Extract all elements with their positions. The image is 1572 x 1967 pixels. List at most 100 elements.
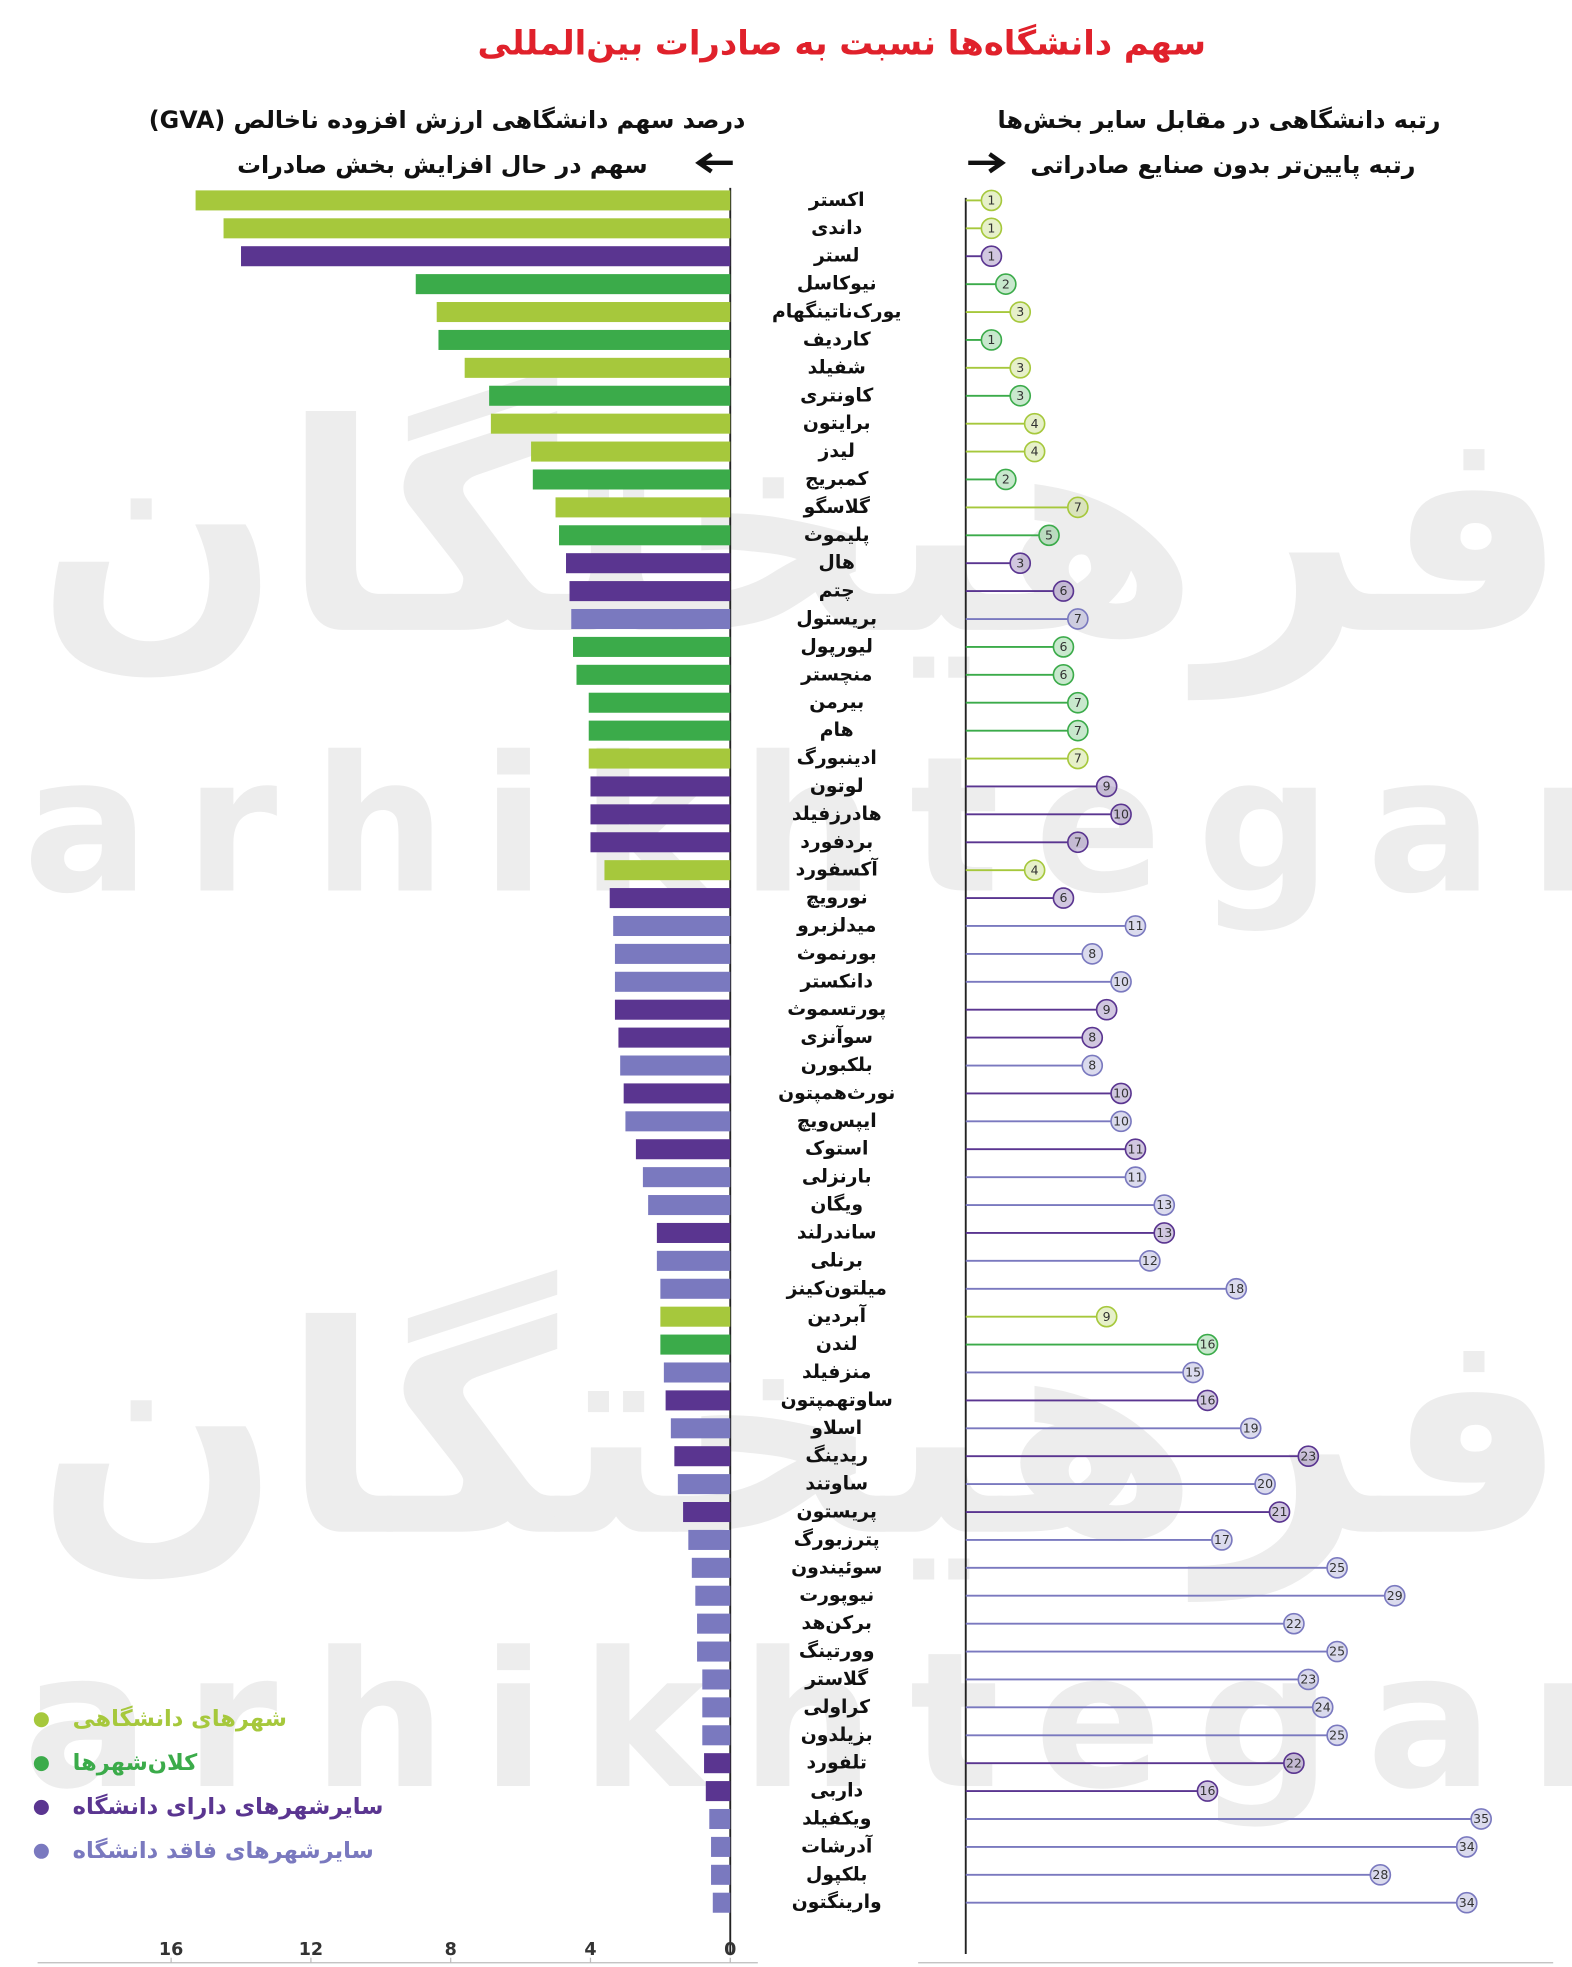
rank-label: 10 (1113, 974, 1129, 989)
bar (688, 1529, 731, 1550)
rank-dot (1383, 1584, 1406, 1607)
rank-dot (1067, 496, 1089, 519)
rank-dot (1038, 524, 1060, 547)
bar (660, 1278, 731, 1299)
rank-label: 10 (1113, 1086, 1129, 1101)
rank-dot (1067, 691, 1089, 714)
bar (223, 218, 731, 239)
rank-label: 18 (1228, 1281, 1244, 1296)
watermark-latin: farhikhtegan (0, 1613, 1572, 1831)
bar (614, 943, 731, 964)
bar (702, 1725, 731, 1746)
bar (691, 1557, 731, 1578)
rank-label: 22 (1286, 1616, 1302, 1631)
rank-label: 7 (1074, 695, 1082, 710)
rank-dot (1283, 1612, 1305, 1635)
watermark-logo: فرهیختگان (36, 363, 1568, 702)
rank-label: 16 (1200, 1337, 1216, 1352)
rank-label: 13 (1156, 1225, 1172, 1240)
rank-axis-title: رتبه دانشگاهی در مقابل سایر بخش‌ها (998, 106, 1441, 134)
rank-label: 9 (1103, 1309, 1111, 1324)
rank-label: 1 (987, 332, 995, 347)
bar (697, 1641, 731, 1662)
category-label: ساندرلند (797, 1222, 877, 1243)
bar (683, 1502, 731, 1523)
rank-label: 21 (1272, 1504, 1288, 1519)
chart-title: سهم دانشگاه‌ها نسبت به صادرات بین‌المللی (478, 24, 1206, 64)
rank-dot (1067, 608, 1089, 630)
category-label: ادینبورگ (797, 747, 877, 769)
bar (569, 581, 731, 602)
category-label: کاردیف (803, 329, 871, 350)
bar (590, 804, 731, 825)
category-label: پترزبورگ (794, 1528, 880, 1550)
category-label: اسلاو (810, 1418, 862, 1439)
bar (415, 274, 731, 295)
rank-label: 17 (1214, 1532, 1230, 1547)
rank-dot (1067, 831, 1089, 854)
rank-dot (1110, 1082, 1132, 1105)
rank-dot (1153, 1222, 1176, 1244)
rank-dot (1124, 915, 1147, 937)
category-label: ویکفیلد (802, 1808, 871, 1829)
category-label: بردفورد (800, 832, 873, 853)
bar (438, 329, 731, 350)
rank-label: 16 (1200, 1393, 1216, 1408)
category-label: هام (820, 720, 854, 741)
rank-dot (980, 189, 1003, 212)
legend-label: شهرهای دانشگاهی (73, 1705, 287, 1732)
rank-dot (1009, 301, 1032, 323)
x-tick-label: 12 (299, 1940, 323, 1960)
bar (588, 748, 731, 769)
rank-dot (1023, 859, 1046, 882)
rank-dot (1095, 1305, 1118, 1328)
bar (489, 385, 731, 406)
rank-label: 23 (1300, 1672, 1316, 1687)
category-label: گلاستر (804, 1667, 868, 1690)
rank-label: 3 (1016, 304, 1024, 319)
rank-label: 13 (1156, 1197, 1172, 1212)
rank-dot (1052, 580, 1075, 602)
bar (590, 776, 731, 797)
rank-label: 10 (1113, 1113, 1129, 1128)
category-label: ریدینگ (805, 1444, 868, 1467)
watermark-logo: فرهیختگان (36, 1265, 1568, 1604)
bar (609, 888, 731, 909)
rank-dot (1297, 1445, 1320, 1468)
bar (697, 1613, 731, 1634)
rank-label: 11 (1127, 918, 1143, 933)
bar (588, 692, 731, 713)
rank-dot (994, 273, 1017, 295)
category-label: هادرزفیلد (792, 804, 882, 825)
bar (702, 1669, 731, 1690)
rank-label: 8 (1088, 1058, 1096, 1073)
rank-dot (1110, 970, 1132, 993)
rank-label: 25 (1329, 1560, 1345, 1575)
rank-dot (1369, 1863, 1392, 1886)
bar (620, 1055, 731, 1076)
rank-dot (1239, 1417, 1262, 1440)
rank-dot (1182, 1361, 1204, 1384)
category-label: برکن‌هد (802, 1613, 872, 1634)
category-label: لوتون (810, 776, 864, 797)
category-label: بیرمن (809, 692, 864, 713)
rank-label: 34 (1459, 1839, 1475, 1854)
category-label: بریستول (796, 609, 877, 630)
bar (665, 1390, 731, 1411)
category-label: بارنزلی (802, 1167, 872, 1188)
bar (677, 1474, 731, 1495)
rank-label: 1 (987, 193, 995, 208)
rank-dot (1211, 1529, 1233, 1551)
bar (648, 1195, 731, 1216)
category-label: آبردین (807, 1303, 866, 1327)
bar (711, 1836, 731, 1857)
direction-arrow (695, 152, 733, 174)
rank-dot (980, 245, 1003, 268)
rank-dot (994, 468, 1017, 491)
rank-dot (980, 217, 1003, 240)
rank-label: 24 (1315, 1699, 1331, 1714)
category-label: لندن (816, 1334, 858, 1355)
category-label: ویگان (810, 1193, 863, 1216)
category-label: بلکبورن (801, 1055, 873, 1076)
